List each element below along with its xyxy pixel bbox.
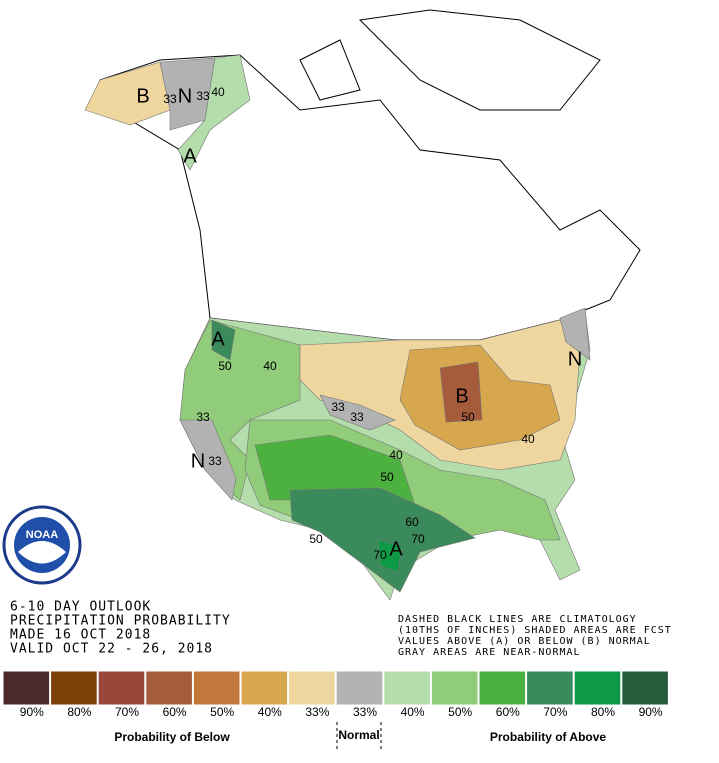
legend-label: 33%: [353, 705, 377, 719]
above-title: Probability of Above: [490, 730, 607, 744]
map-label: N: [191, 450, 205, 472]
below-title: Probability of Below: [114, 730, 230, 744]
map-label: 40: [263, 359, 277, 373]
legend-swatch: [192, 670, 241, 706]
legend-swatch: [145, 670, 193, 706]
note-line: (10THS OF INCHES) SHADED AREAS ARE FCST: [398, 625, 672, 636]
header-line: PRECIPITATION PROBABILITY: [10, 614, 231, 629]
map-label: N: [568, 348, 582, 370]
legend-label: 60%: [163, 705, 187, 719]
map-label: 40: [211, 85, 225, 99]
map-label: 40: [389, 448, 403, 462]
legend-label: 40%: [258, 705, 282, 719]
legend-label: 80%: [67, 705, 91, 719]
legend-swatch: [2, 670, 51, 706]
note-line: VALUES ABOVE (A) OR BELOW (B) NORMAL: [398, 636, 651, 647]
legend-label: 90%: [639, 705, 663, 719]
legend-swatch: [288, 670, 336, 706]
map-label: 33: [350, 410, 364, 424]
map-label: 60: [405, 515, 419, 529]
map-label: 50: [461, 410, 475, 424]
header-line: 6-10 DAY OUTLOOK: [10, 600, 151, 615]
map-base: [89, 9, 641, 341]
note-line: GRAY AREAS ARE NEAR-NORMAL: [398, 647, 581, 658]
legend-swatch: [478, 670, 527, 706]
legend-label: 50%: [210, 705, 234, 719]
legend-label: 90%: [20, 705, 44, 719]
map-label: B: [136, 85, 149, 107]
map-label: 33: [331, 400, 345, 414]
map-label: A: [211, 328, 225, 350]
map-label: 50: [380, 470, 394, 484]
map-label: 50: [309, 532, 323, 546]
map-label: 33: [196, 89, 210, 103]
map-label: 33: [163, 92, 177, 106]
legend-label: 33%: [305, 705, 329, 719]
legend-label: 50%: [448, 705, 472, 719]
legend-swatch: [430, 670, 479, 706]
map-label: 70: [411, 532, 425, 546]
legend-swatch: [383, 670, 431, 706]
legend-label: 70%: [115, 705, 139, 719]
map-label: A: [183, 145, 197, 167]
legend-label: 60%: [496, 705, 520, 719]
map-label: N: [178, 85, 192, 107]
legend-swatch: [97, 670, 146, 706]
legend-swatch: [526, 670, 574, 706]
map-label: 50: [218, 359, 232, 373]
legend-swatch: [621, 670, 669, 706]
noaa-logo: NOAA: [2, 505, 82, 585]
legend-label: 40%: [401, 705, 425, 719]
note-line: DASHED BLACK LINES ARE CLIMATOLOGY: [398, 614, 637, 625]
map-label: B: [455, 385, 468, 407]
legend-swatch: [240, 670, 289, 706]
map-label: 70: [373, 548, 387, 562]
header-line: MADE 16 OCT 2018: [10, 628, 151, 643]
normal-title: Normal: [338, 728, 379, 742]
logo-text: NOAA: [26, 529, 58, 541]
map-label: 33: [208, 454, 222, 468]
legend-swatch: [335, 670, 384, 706]
legend-label: 70%: [543, 705, 567, 719]
map-label: 40: [521, 432, 535, 446]
header-line: VALID OCT 22 - 26, 2018: [10, 642, 213, 657]
legend-label: 80%: [591, 705, 615, 719]
map-label: A: [389, 538, 403, 560]
legend-swatch: [573, 670, 622, 706]
map-label: 33: [196, 410, 210, 424]
precip-areas: [84, 54, 591, 601]
legend-swatch: [50, 670, 98, 706]
